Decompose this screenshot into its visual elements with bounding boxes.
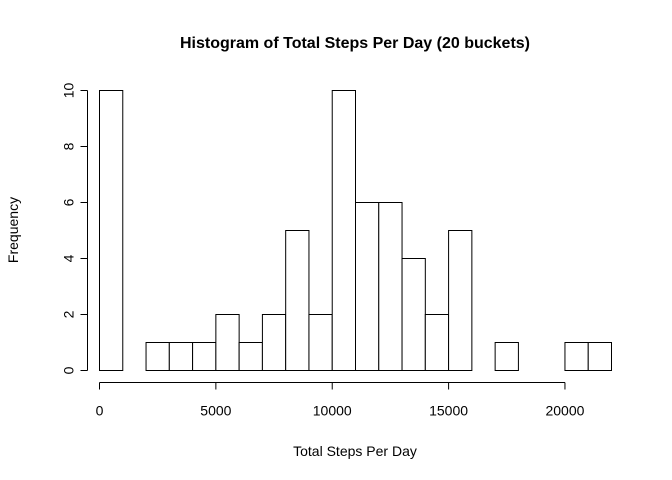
histogram-bar: [308, 314, 333, 371]
bars-group: [99, 90, 613, 371]
histogram-bar: [192, 342, 217, 371]
x-axis: 0 5000 10000 15000 20000: [96, 382, 585, 419]
y-tick-label: 0: [61, 366, 77, 374]
y-axis: 0 2 4 6 8 10: [61, 83, 88, 374]
histogram-bar: [285, 230, 310, 371]
histogram-bar: [424, 314, 450, 371]
histogram-bar: [494, 342, 519, 371]
y-tick-label: 4: [61, 254, 77, 262]
chart-title: Histogram of Total Steps Per Day (20 buc…: [180, 35, 530, 52]
y-tick-label: 8: [61, 142, 77, 150]
x-tick-label: 0: [96, 403, 104, 419]
y-tick-label: 2: [61, 310, 77, 318]
histogram-bar: [587, 342, 613, 371]
histogram-bar: [564, 342, 589, 371]
x-tick-label: 15000: [429, 403, 468, 419]
histogram-bar: [168, 342, 194, 371]
histogram-bar: [355, 202, 380, 371]
histogram-bar: [99, 90, 124, 371]
x-tick-label: 10000: [313, 403, 352, 419]
x-tick-label: 20000: [545, 403, 584, 419]
histogram-bar: [261, 314, 287, 371]
histogram-bar: [401, 258, 426, 371]
histogram-bar: [331, 90, 356, 371]
x-axis-label: Total Steps Per Day: [293, 443, 417, 459]
y-tick-label: 10: [61, 83, 77, 99]
y-axis-label: Frequency: [5, 197, 21, 263]
x-tick-label: 5000: [200, 403, 231, 419]
y-tick-label: 6: [61, 198, 77, 206]
histogram-bar: [215, 314, 240, 371]
histogram-bar: [238, 342, 263, 371]
histogram-bar: [145, 342, 170, 371]
histogram-bar: [378, 202, 403, 371]
histogram-bar: [448, 230, 473, 371]
